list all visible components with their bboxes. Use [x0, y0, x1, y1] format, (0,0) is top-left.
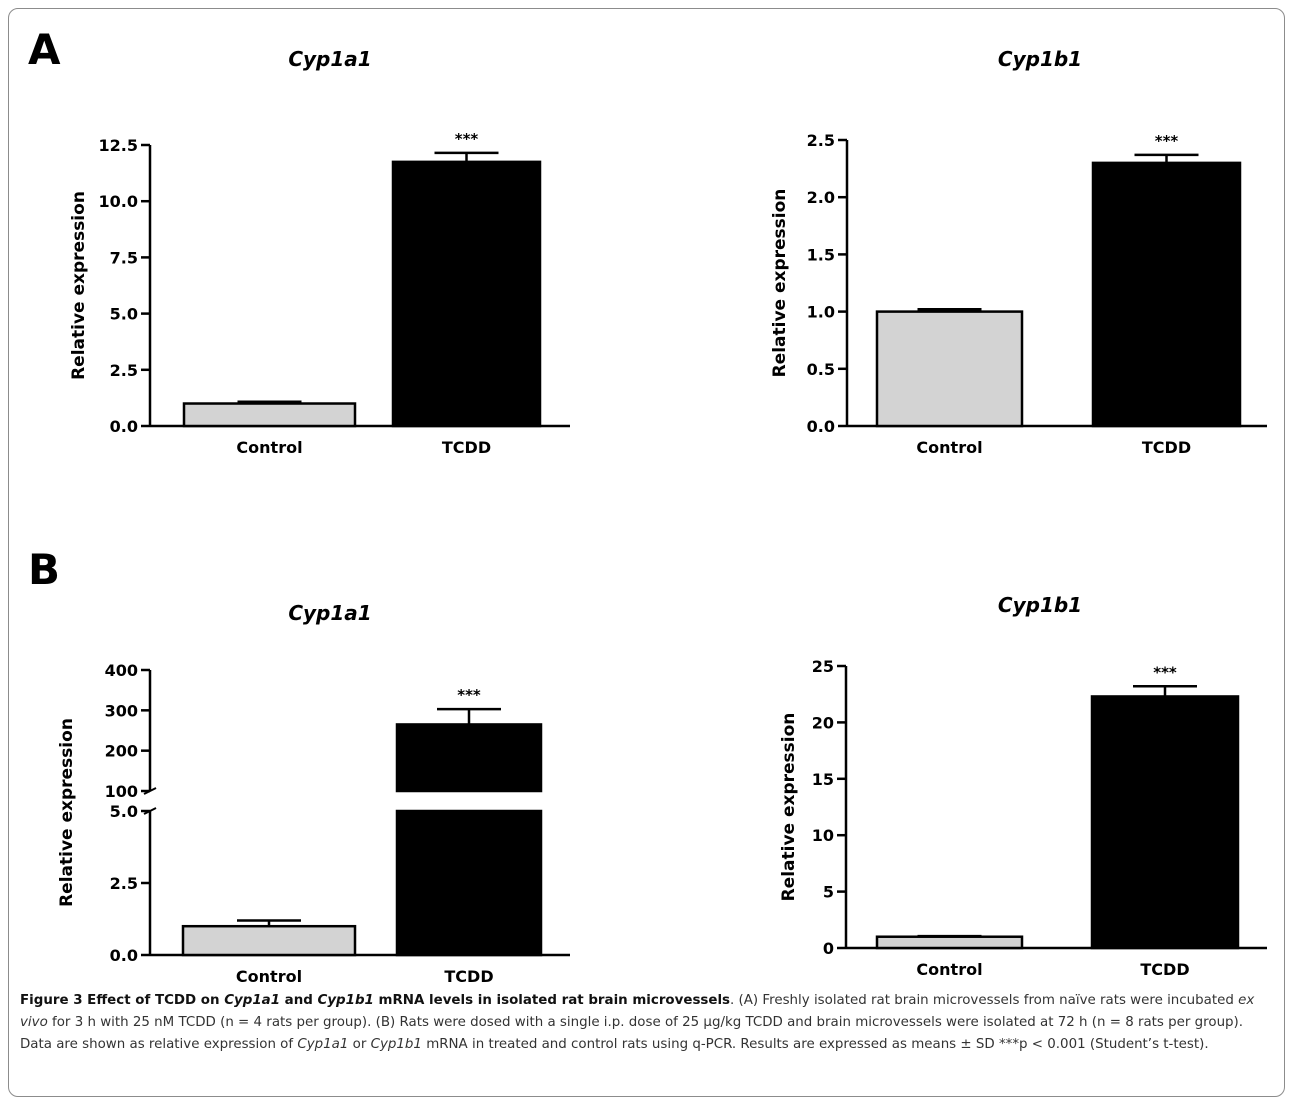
y-tick-label: 5.0	[110, 802, 138, 821]
y-tick-label: 2.5	[110, 874, 138, 893]
y-tick-label: 0.5	[807, 360, 835, 379]
y-axis-label: Relative expression	[57, 718, 77, 907]
y-tick-label: 10.0	[99, 192, 138, 211]
significance-marker: ***	[1153, 663, 1177, 681]
panel-label-b: B	[28, 545, 60, 594]
y-tick-label: 0.0	[807, 417, 835, 436]
tcdd-bar-upper	[395, 723, 543, 793]
x-tick-label: TCDD	[442, 438, 491, 457]
y-tick-label: 2.5	[807, 131, 835, 150]
x-tick-label: Control	[236, 438, 302, 457]
chart-title: Cyp1a1	[288, 47, 371, 71]
y-tick-label: 200	[105, 742, 138, 761]
y-tick-label: 0.0	[110, 946, 138, 965]
y-axis-label: Relative expression	[69, 191, 89, 380]
y-tick-label: 300	[105, 701, 138, 720]
y-tick-label: 1.5	[807, 245, 835, 264]
chart-title: Cyp1b1	[998, 593, 1082, 617]
x-tick-label: TCDD	[1140, 960, 1189, 979]
control-bar	[875, 310, 1024, 428]
y-tick-label: 15	[812, 770, 834, 789]
tcdd-bar	[1091, 161, 1242, 428]
chart-area: A B Cyp1a1 Relative expression Control TCDD…	[28, 25, 1267, 986]
y-tick-label: 5	[823, 883, 834, 902]
y-axis-label: Relative expression	[779, 713, 799, 902]
y-tick-label: 400	[105, 661, 138, 680]
x-tick-label: Control	[916, 438, 982, 457]
control-bar	[181, 924, 357, 957]
y-tick-label: 7.5	[110, 248, 138, 267]
x-tick-label: Control	[236, 967, 302, 986]
significance-marker: ***	[1155, 132, 1179, 150]
x-tick-label: TCDD	[444, 967, 493, 986]
chart-title: Cyp1b1	[998, 47, 1082, 71]
tcdd-bar	[1090, 695, 1240, 950]
y-tick-label: 5.0	[110, 305, 138, 324]
significance-marker: ***	[455, 130, 479, 148]
y-axis-label: Relative expression	[770, 189, 790, 378]
y-tick-label: 25	[812, 657, 834, 676]
y-tick-label: 20	[812, 713, 834, 732]
y-tick-label: 2.0	[807, 188, 835, 207]
panel-label-a: A	[28, 25, 61, 74]
y-tick-label: 100	[105, 782, 138, 801]
figure-caption: Figure 3 Effect of TCDD on Cyp1a1 and Cy…	[20, 993, 1255, 1052]
y-tick-label: 2.5	[110, 361, 138, 380]
x-tick-label: Control	[916, 960, 982, 979]
control-bar	[182, 402, 357, 428]
y-tick-label: 0.0	[110, 417, 138, 436]
significance-marker: ***	[457, 686, 481, 704]
x-tick-label: TCDD	[1142, 438, 1191, 457]
y-tick-label: 0	[823, 939, 834, 958]
tcdd-bar	[391, 160, 542, 428]
chart-title: Cyp1a1	[288, 601, 371, 625]
figure-frame	[8, 8, 1285, 1097]
y-tick-label: 12.5	[99, 136, 138, 155]
y-tick-label: 10	[812, 826, 834, 845]
control-bar	[875, 935, 1024, 950]
caption-label: Figure 3 Effect of TCDD on Cyp1a1 and Cy…	[20, 993, 731, 1008]
tcdd-bar-lower	[395, 809, 543, 957]
y-tick-label: 1.0	[807, 303, 835, 322]
